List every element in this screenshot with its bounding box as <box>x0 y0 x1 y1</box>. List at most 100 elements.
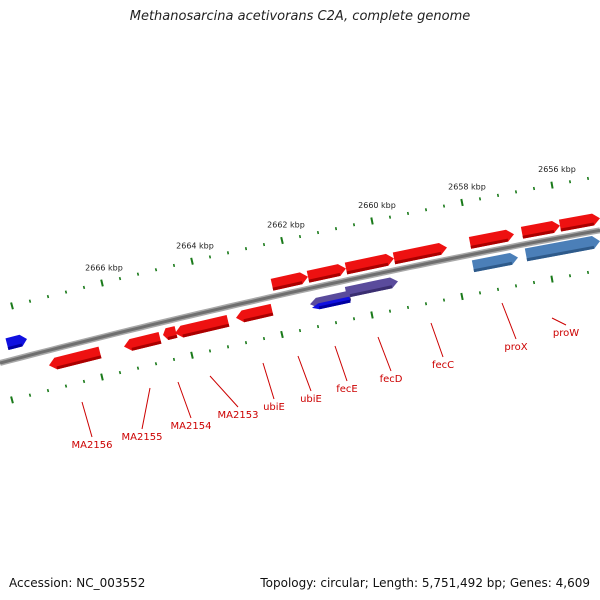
inner-scale-tick <box>46 388 50 393</box>
outer-scale-tick <box>460 198 464 207</box>
outer-scale-tick <box>190 257 194 265</box>
inner-scale-tick <box>370 311 374 319</box>
inner-scale-tick <box>136 366 140 370</box>
gene-arrow <box>306 264 347 283</box>
inner-scale-tick <box>478 291 482 295</box>
outer-scale-tick <box>334 227 338 231</box>
gene-label: proW <box>553 328 579 339</box>
inner-scale-tick <box>244 341 248 345</box>
outer-scale-tick <box>478 197 482 201</box>
gene-label: ubiE <box>263 402 285 413</box>
inner-scale-tick <box>568 274 572 278</box>
outer-scale-tick <box>442 204 446 208</box>
label-leader <box>551 317 567 326</box>
gene-label: MA2155 <box>122 432 163 443</box>
inner-scale-tick <box>514 284 518 288</box>
inner-scale-tick <box>388 309 392 313</box>
gene-arrow <box>270 272 308 291</box>
gene-label: proX <box>504 342 527 353</box>
label-leader <box>262 362 275 400</box>
gene-arrow <box>123 332 162 351</box>
outer-scale-tick <box>388 215 392 219</box>
outer-scale-tick <box>172 263 176 268</box>
outer-scale-tick <box>262 242 266 247</box>
outer-scale-tick <box>550 181 554 189</box>
inner-scale-tick <box>172 357 176 362</box>
outer-scale-tick <box>496 193 500 198</box>
inner-scale-tick <box>280 330 284 339</box>
inner-scale-tick <box>208 349 212 353</box>
gene-label: ubiE <box>300 394 322 405</box>
backbone <box>0 228 600 365</box>
kbp-label: 2662 kbp <box>267 221 305 230</box>
gene-label: fecD <box>380 374 403 385</box>
kbp-label: 2664 kbp <box>176 242 214 251</box>
outer-scale-tick <box>370 217 374 225</box>
outer-scale-tick <box>136 272 140 276</box>
inner-scale-tick <box>460 292 464 301</box>
outer-scale-tick <box>514 190 518 194</box>
kbp-label: 2656 kbp <box>538 165 576 174</box>
inner-scale-tick <box>496 287 500 292</box>
gene-label: fecC <box>432 360 454 371</box>
gene-arrow <box>520 221 561 239</box>
outer-scale-tick <box>46 294 50 299</box>
outer-scale-tick <box>406 211 410 216</box>
outer-scale-tick <box>64 290 68 294</box>
inner-scale-tick <box>334 321 338 325</box>
outer-scale-tick <box>298 234 302 239</box>
gene-arrow <box>344 253 395 275</box>
gene-arrow <box>558 213 600 232</box>
label-leader <box>430 322 444 358</box>
accession-text: Accession: NC_003552 <box>9 576 146 590</box>
inner-scale-tick <box>154 362 158 366</box>
inner-scale-tick <box>406 305 410 310</box>
gene-label: MA2154 <box>171 421 212 432</box>
outer-scale-tick <box>10 302 14 310</box>
gene-arrow <box>235 303 274 323</box>
outer-scale-tick <box>28 299 32 303</box>
inner-scale-tick <box>262 336 266 341</box>
kbp-label: 2660 kbp <box>358 201 396 210</box>
feature-arrow <box>5 334 27 351</box>
inner-scale-tick <box>586 270 590 275</box>
label-leader <box>209 375 239 408</box>
label-leader <box>334 345 348 382</box>
gene-label: MA2153 <box>218 410 259 421</box>
outer-scale-tick <box>208 255 212 259</box>
outer-scale-tick <box>226 251 230 255</box>
gene-label: MA2156 <box>72 440 113 451</box>
map-title: Methanosarcina acetivorans C2A, complete… <box>129 9 471 24</box>
outer-scale-tick <box>532 186 536 191</box>
inner-scale-tick <box>226 345 230 349</box>
label-leader <box>297 355 312 392</box>
inner-scale-tick <box>316 324 320 329</box>
feature-arrow <box>471 252 519 273</box>
outer-scale-tick <box>118 276 122 281</box>
genome-summary-text: Topology: circular; Length: 5,751,492 bp… <box>260 576 590 590</box>
inner-scale-tick <box>298 328 302 333</box>
inner-scale-tick <box>64 384 68 388</box>
label-leader <box>81 401 93 438</box>
gene-arrow <box>468 229 514 249</box>
inner-scale-tick <box>82 379 86 384</box>
outer-scale-tick <box>280 236 284 245</box>
inner-scale-tick <box>100 373 104 381</box>
kbp-label: 2666 kbp <box>85 264 123 273</box>
inner-scale-tick <box>532 280 536 285</box>
outer-scale-tick <box>244 247 248 251</box>
feature-arrow <box>311 296 351 310</box>
outer-scale-tick <box>586 176 590 181</box>
inner-scale-tick <box>424 302 428 306</box>
outer-scale-tick <box>568 180 572 184</box>
label-leader <box>501 302 517 340</box>
outer-scale-tick <box>352 223 356 227</box>
kbp-label: 2658 kbp <box>448 183 486 192</box>
gene-arrow <box>392 243 448 265</box>
inner-scale-tick <box>550 275 554 283</box>
outer-scale-tick <box>82 285 86 290</box>
feature-arrow <box>524 236 600 262</box>
inner-scale-tick <box>118 370 122 375</box>
inner-scale-tick <box>28 393 32 397</box>
